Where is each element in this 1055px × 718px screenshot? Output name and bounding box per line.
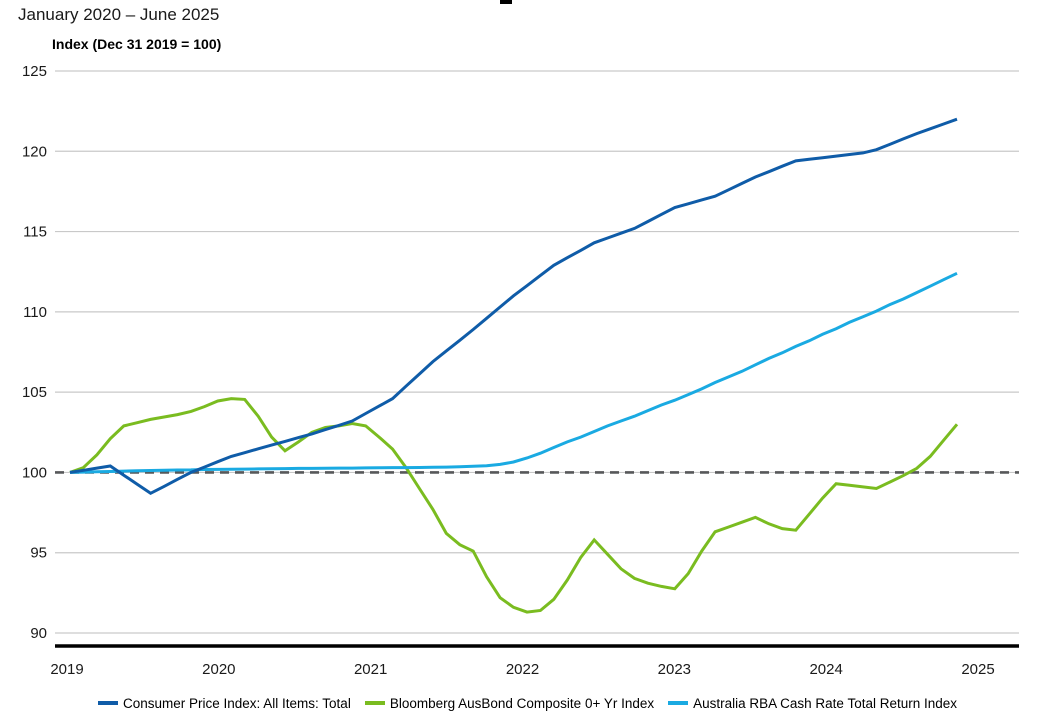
series-line-cpi bbox=[69, 117, 958, 496]
y-tick-label-100: 100 bbox=[22, 464, 47, 481]
y-tick-label-110: 110 bbox=[23, 304, 47, 321]
legend: Consumer Price Index: All Items: Total B… bbox=[0, 692, 1055, 714]
legend-label-ausbond: Bloomberg AusBond Composite 0+ Yr Index bbox=[389, 695, 655, 711]
legend-item-cpi: Consumer Price Index: All Items: Total bbox=[97, 695, 351, 711]
y-tick-label-125: 125 bbox=[22, 63, 47, 80]
x-tick-label-2023: 2023 bbox=[658, 661, 691, 678]
y-tick-label-105: 105 bbox=[22, 384, 47, 401]
y-tick-label-90: 90 bbox=[30, 625, 47, 642]
x-tick-label-2022: 2022 bbox=[506, 661, 539, 678]
x-tick-label-2020: 2020 bbox=[202, 661, 235, 678]
y-tick-label-95: 95 bbox=[30, 545, 47, 562]
series-line-ausbond bbox=[69, 397, 959, 614]
series-line-rba-cash bbox=[69, 271, 958, 474]
x-tick-label-2021: 2021 bbox=[354, 661, 387, 678]
y-axis-title: Index (Dec 31 2019 = 100) bbox=[52, 36, 222, 52]
legend-swatch-cpi bbox=[97, 701, 118, 705]
x-tick-label-2024: 2024 bbox=[809, 661, 842, 678]
legend-label-cpi: Consumer Price Index: All Items: Total bbox=[122, 695, 351, 711]
chart-subtitle: January 2020 – June 2025 bbox=[18, 5, 220, 24]
legend-swatch-ausbond bbox=[364, 701, 385, 705]
y-tick-label-115: 115 bbox=[23, 224, 47, 241]
y-tick-label-120: 120 bbox=[22, 143, 47, 160]
legend-item-ausbond: Bloomberg AusBond Composite 0+ Yr Index bbox=[364, 695, 655, 711]
cropped-title-fragment bbox=[500, 0, 512, 4]
legend-item-rba-cash: Australia RBA Cash Rate Total Return Ind… bbox=[668, 696, 957, 711]
x-tick-label-2019: 2019 bbox=[50, 661, 83, 678]
legend-swatch-rba-cash bbox=[668, 701, 689, 705]
legend-label-rba-cash: Australia RBA Cash Rate Total Return Ind… bbox=[693, 695, 958, 711]
x-tick-label-2025: 2025 bbox=[961, 661, 994, 678]
